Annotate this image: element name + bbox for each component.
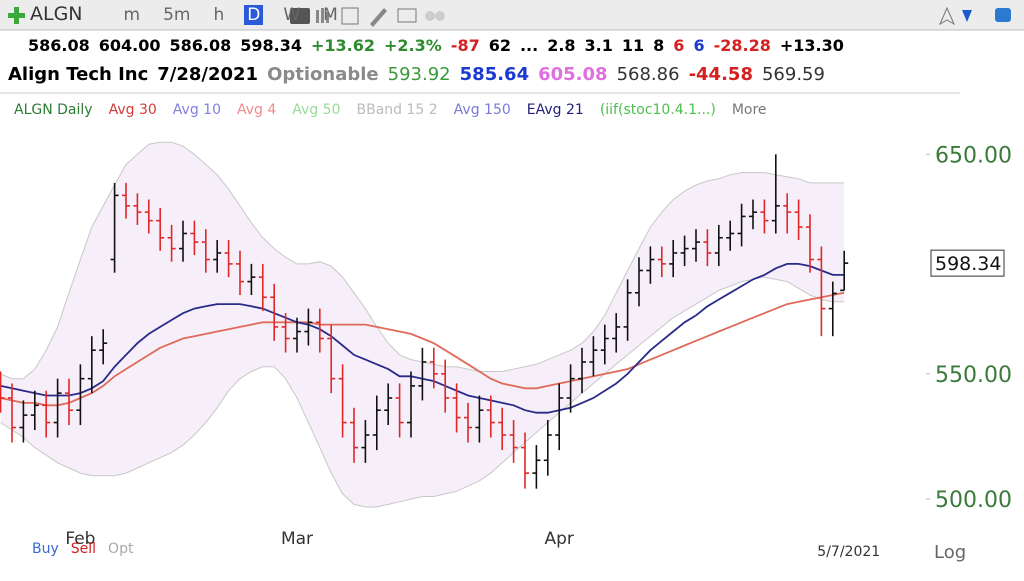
log-button[interactable]: Log [934,542,966,563]
trade-button[interactable]: Buy [32,541,59,557]
toolbar-icons[interactable] [290,6,1011,27]
legend-item[interactable]: Avg 50 [292,102,341,118]
legend-item[interactable]: Avg 10 [172,102,221,118]
quote-value: 598.34 [240,36,302,55]
quote-value: 62 [488,36,511,55]
quote-value: 2.8 [547,36,576,55]
quote-value: 605.08 [538,64,608,85]
quote-value: 568.86 [616,64,680,85]
quote-value: 6 [673,36,685,55]
legend-item[interactable]: Avg 150 [453,102,511,118]
quote-value: -44.58 [688,64,753,85]
interval-button[interactable]: W [283,5,301,25]
bollinger-band [0,142,845,507]
quote-value: 586.08 [169,36,232,55]
legend: ALGN Daily Avg 30 Avg 10 Avg 4 Avg 50 BBand 1… [14,102,783,118]
legend-item[interactable]: EAvg 21 [526,102,584,118]
legend-item[interactable]: BBand 15 2 [356,102,438,118]
quote-row: Align Tech Inc 7/28/2021 Optionable 593.92 5… [8,64,834,85]
interval-button[interactable]: 5m [163,5,191,25]
quote-value: 569.59 [761,64,825,85]
trade-buttons: Buy Sell Opt [32,541,145,557]
quote-value: -28.28 [713,36,771,55]
legend-item[interactable]: Avg 30 [108,102,157,118]
symbol[interactable]: ALGN [30,3,83,25]
interval-button[interactable]: M [323,5,338,25]
quote-value: Optionable [267,64,379,85]
trade-button[interactable]: Opt [108,541,134,557]
toolbar-bg [0,0,1024,30]
quote-value: 7/28/2021 [157,64,259,85]
quote-value: 604.00 [98,36,161,55]
quote-value: 585.64 [459,64,530,85]
quote-value: Align Tech Inc [8,64,149,85]
interval-button[interactable]: D [244,5,264,25]
quote-value: 593.92 [387,64,451,85]
last-price-box [930,249,1005,277]
y-tick-label: 650.00 [935,143,1012,168]
legend-item[interactable]: Avg 4 [236,102,277,118]
interval-button[interactable]: m [123,5,141,25]
quote-value: 8 [653,36,665,55]
add-icon[interactable] [8,7,25,24]
quote-value: 586.08 [28,36,90,55]
trade-button[interactable]: Sell [70,541,97,557]
y-tick-label: 550.00 [935,363,1012,388]
toolbar: ALGN m 5m h D W M [30,3,350,25]
interval-button[interactable]: h [213,5,225,25]
quote-value: +2.3% [384,36,442,55]
band-lower [0,276,845,508]
legend-item[interactable]: (iif(stoc10.4.1...) [599,102,716,118]
legend-item[interactable]: More [731,102,767,118]
quote-value: +13.62 [311,36,376,55]
x-tick-label: Apr [544,529,573,549]
quote-value: 11 [621,36,645,55]
y-tick-label: 500.00 [935,488,1012,513]
quote-value: 3.1 [584,36,613,55]
legend-item[interactable]: ALGN Daily [14,102,93,118]
quote-row: 586.08 604.00 586.08 598.34 +13.62 +2.3% -87 62… [28,36,853,55]
quote-value: 6 [693,36,705,55]
quote-value: -87 [450,36,480,55]
x-tick-label: 5/7/2021 [817,544,880,560]
x-tick-label: Mar [281,529,313,549]
average-line [0,291,845,407]
last-price-label: 598.34 [935,253,1001,275]
quote-value: +13.30 [779,36,844,55]
quote-value: ... [519,36,539,55]
x-tick-label: Feb [65,529,95,549]
